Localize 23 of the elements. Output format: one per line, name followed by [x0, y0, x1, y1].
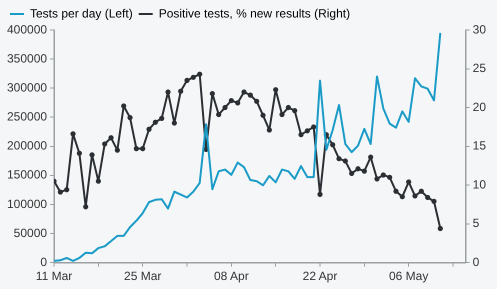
- y2-tick-label: 20: [472, 100, 486, 114]
- y2-tick-label: 15: [472, 138, 486, 153]
- y2-tick-label: 5: [472, 216, 480, 230]
- y2-tick-label: 30: [472, 22, 486, 36]
- y-tick-label: 400000: [6, 22, 48, 36]
- y-tick-label: 350000: [6, 51, 48, 66]
- x-tick-label: 25 Mar: [124, 269, 162, 284]
- legend-label: Positive tests, % new results (Right): [158, 6, 350, 20]
- y-tick-label: 300000: [6, 80, 48, 94]
- x-tick-label: 11 Mar: [36, 269, 72, 284]
- y-tick-label: 200000: [6, 138, 48, 153]
- y-tick-label: 50000: [14, 226, 48, 240]
- y-tick-label: 100000: [6, 196, 48, 211]
- x-tick-label: 22 Apr: [302, 269, 338, 284]
- legend-label: Tests per day (Left): [30, 6, 133, 20]
- y2-tick-label: 25: [472, 61, 486, 76]
- x-tick-label: 08 Apr: [214, 269, 249, 284]
- y-tick-label: 150000: [6, 168, 48, 182]
- y2-tick-label: 10: [472, 177, 486, 192]
- x-tick-label: 06 May: [388, 269, 428, 284]
- y-tick-label: 250000: [6, 110, 48, 124]
- y2-tick-label: 0: [472, 254, 480, 269]
- y-tick-label: 0: [40, 254, 48, 269]
